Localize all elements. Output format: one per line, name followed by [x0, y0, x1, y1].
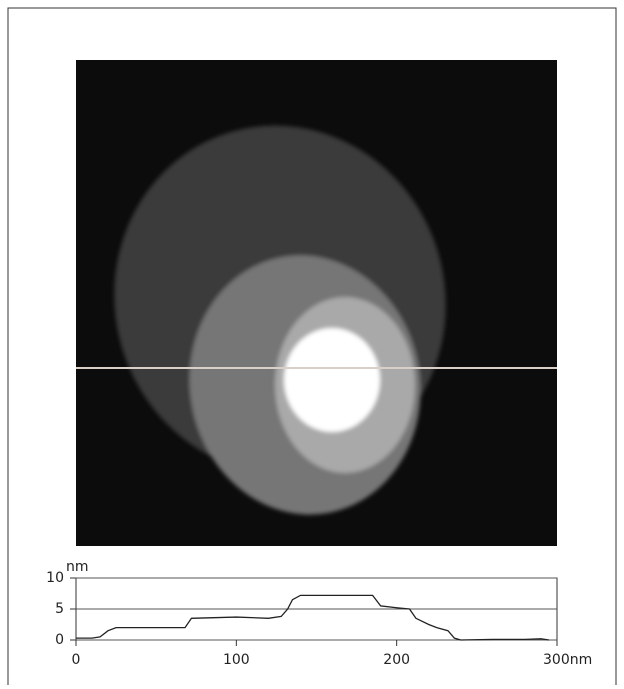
figure: nm 05100100200300nm [0, 0, 624, 685]
x-tick-label: 200 [383, 652, 410, 668]
x-tick-label: 100 [223, 652, 250, 668]
afm-image [75, 60, 557, 546]
y-tick-label: 0 [55, 632, 64, 648]
x-tick-label: 0 [72, 652, 81, 668]
x-tick-label: 300nm [543, 652, 592, 668]
y-tick-label: 5 [55, 601, 64, 617]
y-axis-label: nm [66, 559, 89, 575]
y-tick-label: 10 [46, 570, 64, 586]
profile-line [76, 595, 549, 640]
